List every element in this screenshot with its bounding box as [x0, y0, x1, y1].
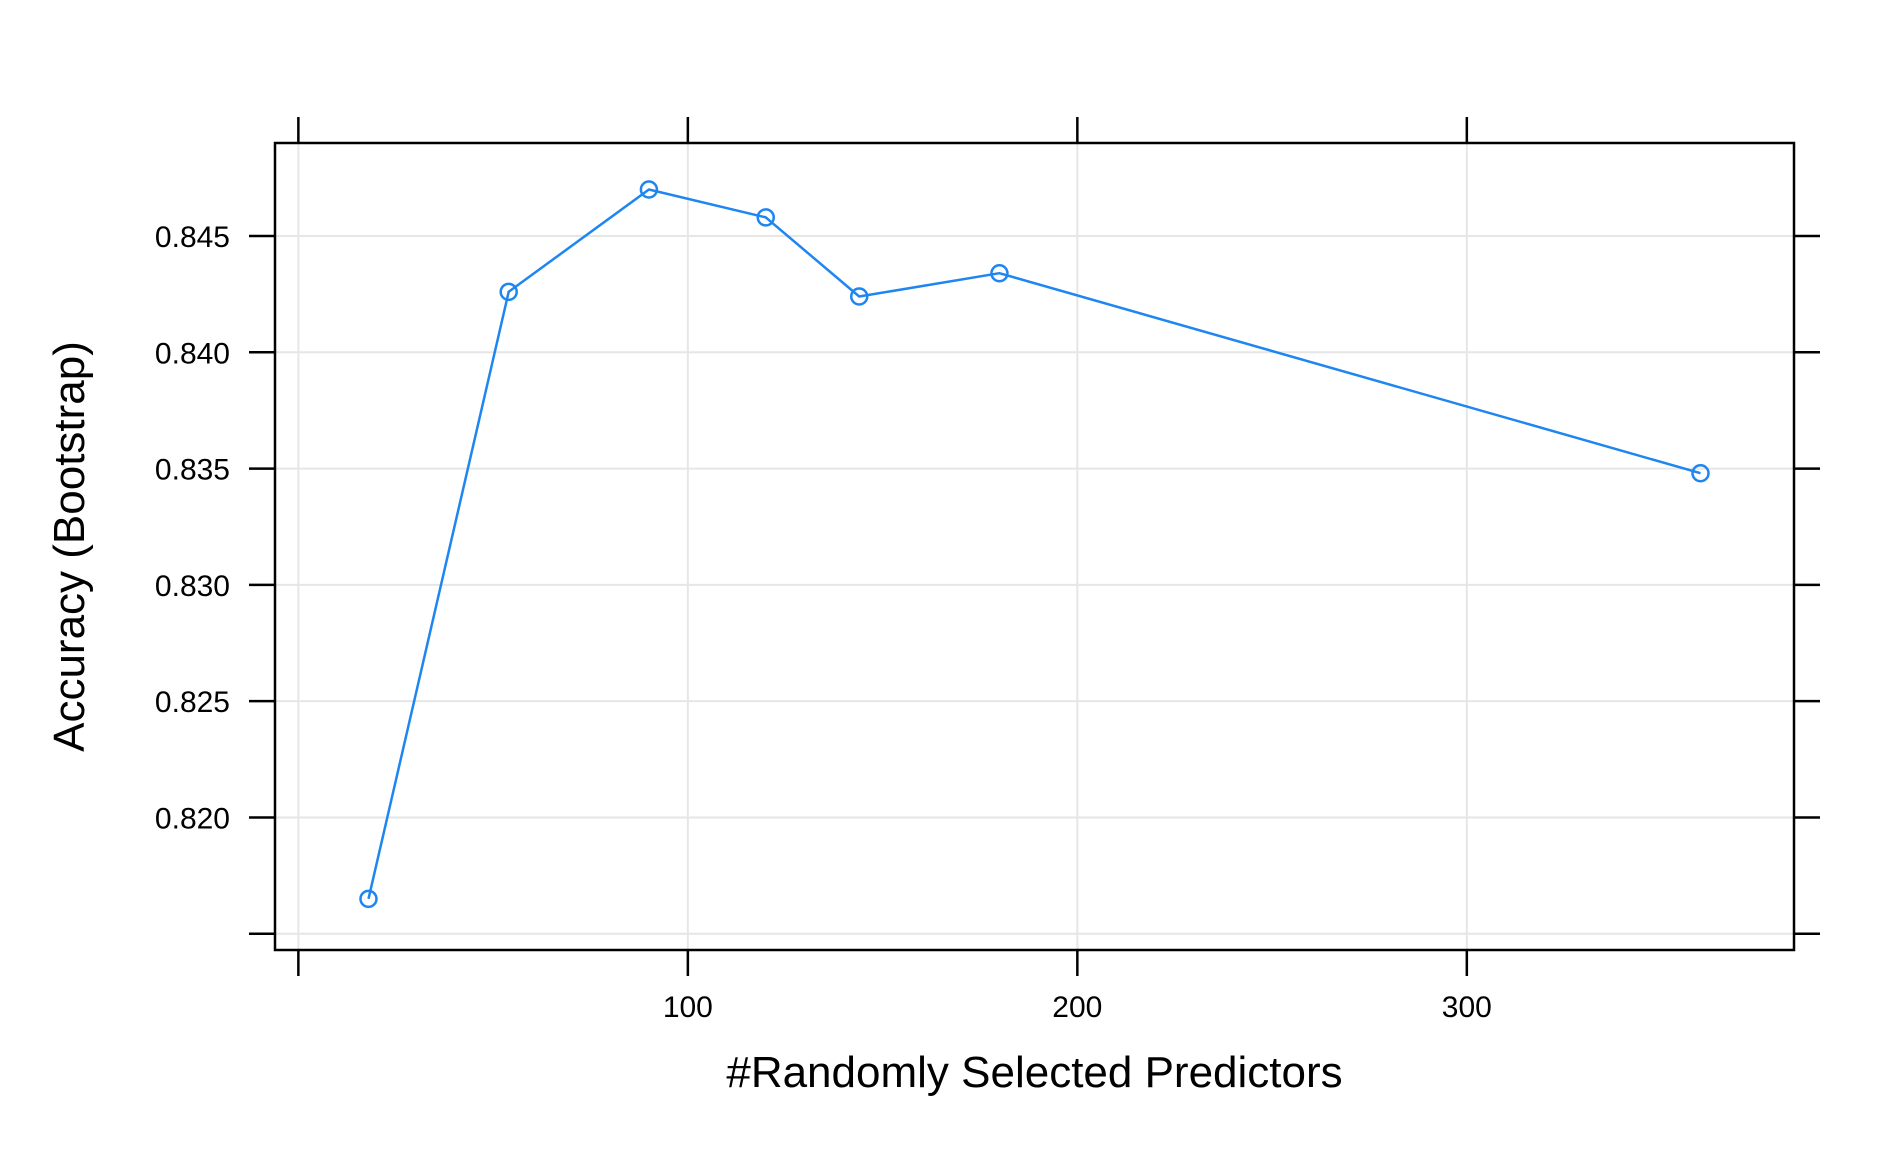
x-tick-label: 300: [1442, 991, 1492, 1024]
x-axis-title: #Randomly Selected Predictors: [726, 1048, 1342, 1097]
data-point: [990, 263, 1009, 283]
x-tick-label: 200: [1052, 991, 1102, 1024]
plot-frame: [273, 141, 1796, 952]
data-point: [359, 889, 378, 909]
data-point: [499, 282, 518, 302]
grid-layer: [275, 143, 1794, 950]
y-tick-label: 0.830: [155, 570, 230, 603]
y-tick-label: 0.835: [155, 454, 230, 487]
y-tick-label: 0.845: [155, 221, 230, 254]
data-point: [1691, 463, 1710, 483]
ticks-layer: [249, 117, 1820, 976]
series-line: [367, 188, 1701, 900]
y-tick-label: 0.825: [155, 686, 230, 719]
y-tick-label: 0.820: [155, 802, 230, 835]
x-tick-label: 100: [663, 991, 713, 1024]
y-axis-title: Accuracy (Bootstrap): [45, 341, 94, 752]
data-point: [849, 287, 869, 306]
y-tick-label: 0.840: [155, 337, 230, 370]
data-point: [639, 180, 659, 199]
tick-labels: 100 200 300 0.820 0.825 0.830 0.835 0.840 0.845: [155, 221, 1492, 1024]
data-point: [756, 208, 776, 227]
series-layer: [359, 180, 1710, 909]
